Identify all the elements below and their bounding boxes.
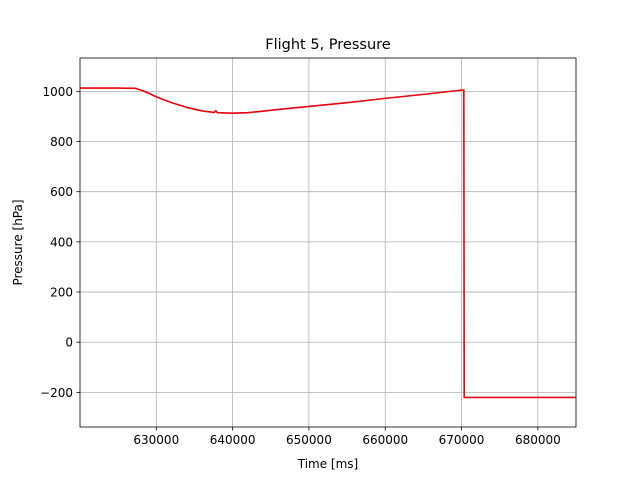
y-tick-label: 200 [50,286,73,300]
y-tick-label: 600 [50,185,73,199]
grid [80,58,576,427]
x-tick-label: 650000 [286,433,332,447]
plot-frame [79,57,577,428]
y-tick-label: 1000 [42,85,73,99]
y-tick-label: 400 [50,235,73,249]
x-tick-label: 670000 [439,433,485,447]
y-tick-label: 800 [50,135,73,149]
x-tick-label: 640000 [210,433,256,447]
x-tick-label: 630000 [133,433,179,447]
y-tick-label: −200 [40,386,73,400]
ticks: 630000 640000 650000 660000 670000 680000 −200… [40,85,561,447]
x-tick-label: 660000 [362,433,408,447]
pressure-series-line [80,87,576,399]
series-layer [80,87,576,399]
chart-title: Flight 5, Pressure [265,37,391,53]
y-axis-label: Pressure [hPa] [11,199,25,285]
y-tick-label: 0 [65,336,73,350]
x-axis-label: Time [ms] [297,457,359,471]
x-tick-label: 680000 [515,433,561,447]
